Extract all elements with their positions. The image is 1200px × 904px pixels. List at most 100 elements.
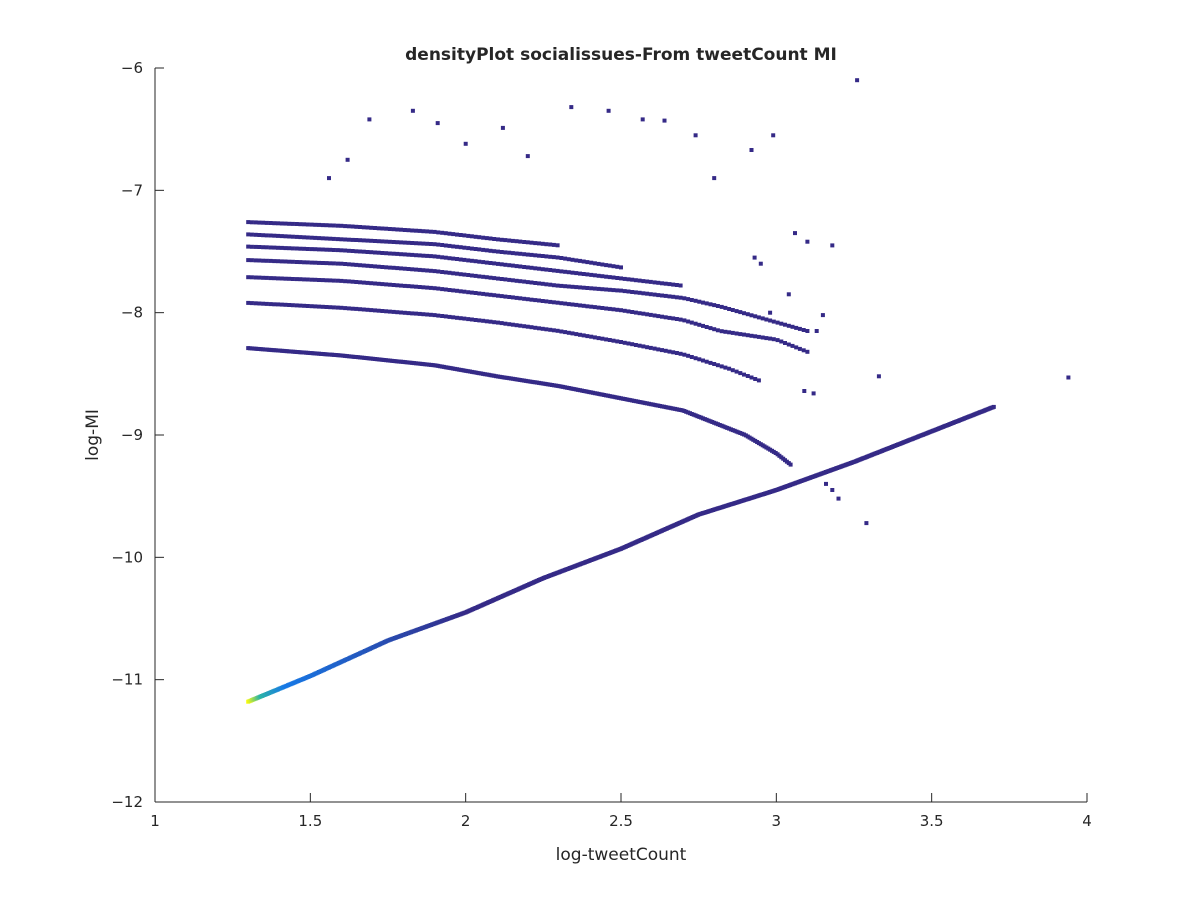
band-point — [607, 338, 612, 342]
band-point — [537, 298, 541, 303]
band-point — [343, 237, 348, 242]
y-tick-label: −7 — [121, 181, 143, 199]
band-point — [414, 241, 418, 246]
band-point — [458, 245, 463, 250]
band-point — [492, 293, 497, 298]
band-point — [678, 317, 683, 322]
band-point — [428, 229, 433, 234]
band-point — [499, 277, 504, 281]
band-point — [331, 305, 336, 310]
band-point — [391, 240, 396, 244]
band-point — [279, 245, 284, 250]
band-point — [693, 298, 698, 303]
band-point — [272, 276, 277, 281]
band-point — [436, 242, 441, 247]
band-point — [391, 283, 396, 287]
band-point — [440, 270, 445, 274]
band-point — [369, 250, 374, 255]
band-point — [410, 284, 415, 289]
band-point — [343, 262, 348, 266]
band-point — [264, 275, 269, 280]
band-point — [764, 317, 769, 322]
band-point — [615, 288, 620, 293]
band-point — [712, 362, 717, 366]
band-point — [276, 302, 280, 307]
band-point — [525, 265, 530, 270]
band-point — [622, 276, 627, 281]
band-point — [563, 284, 568, 289]
band-point — [730, 330, 735, 335]
band-point — [249, 275, 254, 280]
band-point — [540, 299, 545, 303]
band-point — [451, 256, 456, 261]
band-point — [503, 262, 508, 267]
band-point — [257, 245, 262, 249]
band-point — [339, 237, 344, 242]
band-point — [309, 277, 314, 282]
band-point — [570, 270, 575, 275]
band-point — [656, 293, 661, 298]
band-point — [708, 302, 713, 307]
band-point — [499, 321, 504, 326]
scatter-point — [606, 108, 611, 113]
band-point — [619, 340, 623, 344]
band-point — [496, 261, 500, 266]
band-point — [645, 312, 650, 317]
scatter-point — [693, 133, 698, 138]
band-point — [373, 264, 377, 269]
band-point — [622, 340, 627, 345]
band-point — [805, 329, 810, 333]
band-point — [738, 310, 743, 315]
band-point — [615, 264, 620, 269]
band-point — [328, 247, 333, 252]
band-point — [421, 312, 426, 317]
band-point — [510, 251, 515, 256]
band-point — [261, 233, 266, 238]
band-point — [246, 300, 251, 305]
band-point — [581, 333, 586, 338]
band-point — [514, 295, 519, 300]
band-point — [305, 304, 310, 308]
band-point — [492, 261, 497, 266]
band-point — [551, 328, 556, 333]
band-point — [507, 250, 512, 255]
band-point — [674, 295, 679, 300]
band-point — [425, 312, 430, 317]
band-point — [633, 290, 638, 295]
band-point — [376, 239, 381, 244]
band-point — [305, 222, 310, 227]
band-point — [805, 349, 810, 354]
band-point — [477, 259, 482, 264]
band-point — [399, 240, 403, 245]
band-point — [298, 222, 303, 227]
band-point — [264, 220, 269, 225]
band-point — [272, 221, 277, 226]
band-point — [395, 240, 400, 245]
band-point — [663, 315, 668, 320]
band-point — [440, 243, 445, 247]
band-point — [596, 286, 601, 291]
band-point — [305, 247, 310, 251]
band-point — [436, 254, 441, 259]
band-point — [402, 228, 407, 232]
band-point — [499, 250, 504, 254]
band-point — [484, 275, 489, 280]
band-point — [488, 275, 493, 280]
band-point — [630, 290, 635, 294]
band-point — [380, 282, 385, 287]
band-point — [313, 247, 318, 252]
band-point — [324, 278, 329, 283]
band-point — [253, 244, 258, 249]
band-point — [287, 259, 292, 264]
band-point — [484, 248, 489, 253]
band-point — [279, 234, 284, 239]
band-point — [425, 268, 430, 273]
band-point — [257, 233, 262, 237]
band-point — [391, 251, 396, 256]
band-point — [727, 330, 732, 335]
band-point — [298, 260, 303, 265]
band-point — [626, 277, 631, 282]
band-point — [387, 227, 392, 231]
band-point — [257, 301, 262, 306]
